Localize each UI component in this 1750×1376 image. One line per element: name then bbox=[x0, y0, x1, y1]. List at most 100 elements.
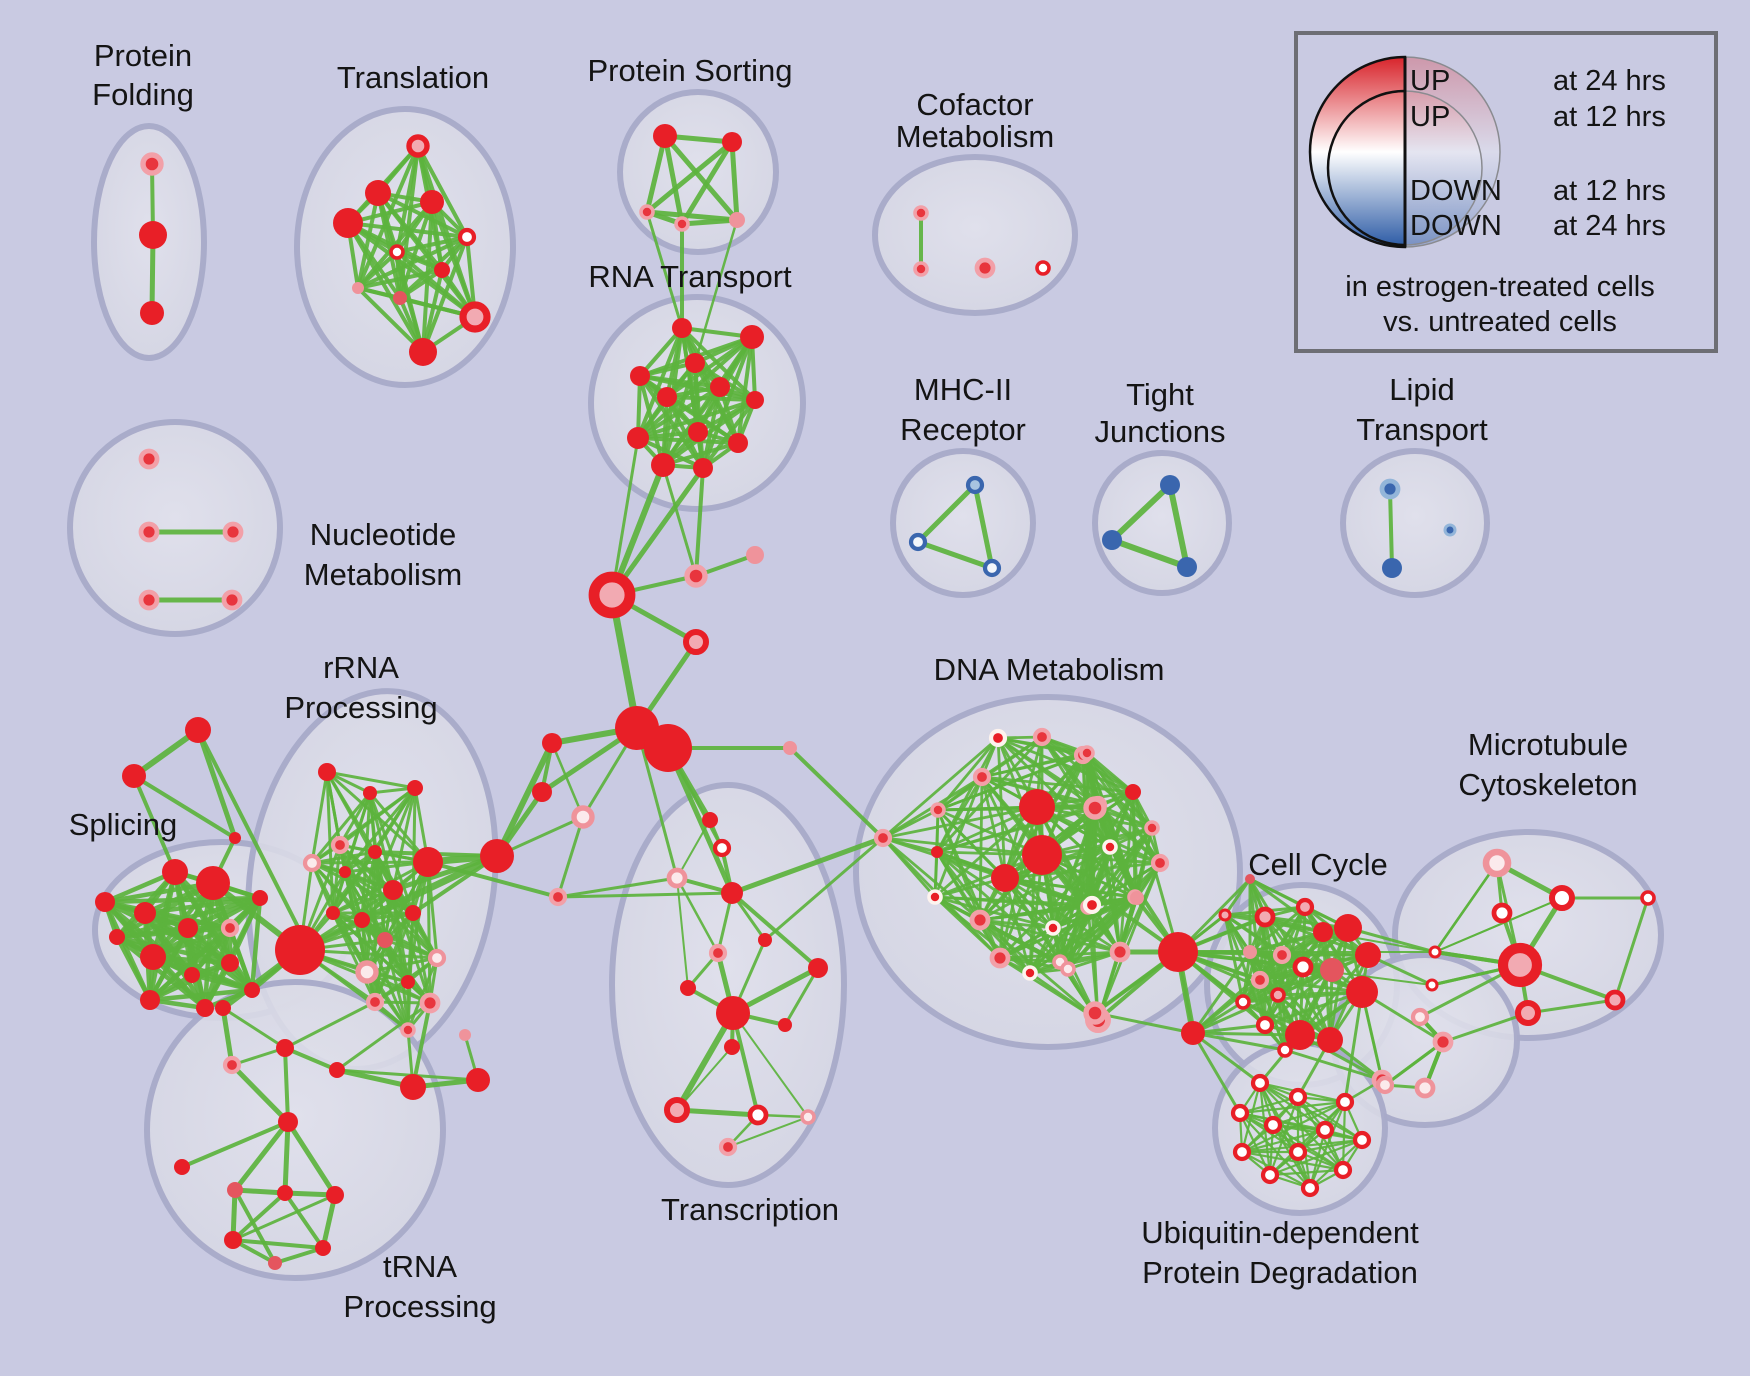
edge bbox=[356, 286, 425, 354]
gene-node bbox=[653, 124, 677, 148]
bridge-edge bbox=[283, 1000, 377, 1050]
edge bbox=[936, 808, 1007, 880]
edge bbox=[1240, 1128, 1327, 1154]
cluster-label-line: Tight bbox=[1126, 377, 1194, 412]
cluster-label-trna-processing: tRNA Processing bbox=[343, 1249, 496, 1324]
cluster-label-line: Transcription bbox=[661, 1192, 839, 1227]
gene-node bbox=[196, 999, 214, 1017]
gene-node bbox=[363, 786, 377, 800]
cluster-ellipse-tight-junctions bbox=[1092, 450, 1232, 596]
bridge-gene-node bbox=[571, 805, 595, 829]
gene-node bbox=[1019, 789, 1055, 825]
nodes-tight-junctions bbox=[1102, 475, 1197, 577]
edge bbox=[1238, 1095, 1300, 1115]
cluster-label-mhc-ii-receptor: MHC-II Receptor bbox=[900, 372, 1026, 447]
gene-node bbox=[268, 1256, 282, 1270]
edge bbox=[1085, 751, 1094, 907]
bridge-edge bbox=[411, 1001, 432, 1089]
edge bbox=[232, 1119, 291, 1193]
edge bbox=[1066, 896, 1139, 971]
gene-node bbox=[1230, 1103, 1250, 1123]
edge bbox=[221, 1006, 287, 1050]
edge bbox=[1298, 953, 1370, 1037]
bridge-edge bbox=[788, 746, 885, 840]
gene-node bbox=[1150, 853, 1170, 873]
gene-node bbox=[718, 1137, 738, 1157]
cluster-label-rrna-processing: rRNA Processing bbox=[284, 650, 437, 725]
gene-node bbox=[406, 134, 430, 158]
edge bbox=[881, 808, 940, 840]
gene-node bbox=[1255, 1015, 1275, 1035]
edge bbox=[935, 806, 1097, 854]
gene-node bbox=[702, 812, 718, 828]
bridge-edge bbox=[1441, 1011, 1530, 1044]
gene-node bbox=[1443, 523, 1457, 537]
edge bbox=[231, 1193, 337, 1242]
cluster-label-cell-cycle: Cell Cycle bbox=[1248, 847, 1388, 882]
gene-node bbox=[972, 767, 992, 787]
gene-node bbox=[1425, 978, 1439, 992]
gene-node bbox=[747, 1104, 769, 1126]
gene-node bbox=[627, 427, 649, 449]
edge bbox=[356, 268, 444, 290]
gene-node bbox=[222, 521, 244, 543]
bridge-edge bbox=[645, 210, 684, 330]
gene-node bbox=[215, 1000, 231, 1016]
edge bbox=[701, 398, 757, 470]
gene-node bbox=[1245, 874, 1255, 884]
edge bbox=[1028, 903, 1094, 975]
edge bbox=[1109, 482, 1173, 543]
gene-node bbox=[1102, 530, 1122, 550]
gene-node bbox=[969, 909, 991, 931]
gene-node bbox=[1125, 784, 1141, 800]
edges-lipid-transport bbox=[1388, 487, 1394, 570]
gene-node bbox=[672, 318, 692, 338]
gene-node bbox=[1144, 820, 1160, 836]
edge bbox=[383, 938, 439, 960]
gene-node bbox=[377, 932, 393, 948]
cluster-ellipse-lipid-transport bbox=[1340, 448, 1490, 598]
gene-node bbox=[220, 918, 240, 938]
edge bbox=[638, 374, 705, 470]
edge bbox=[310, 791, 372, 865]
gene-node bbox=[383, 880, 403, 900]
gene-node bbox=[1285, 1020, 1315, 1050]
edge bbox=[636, 436, 705, 470]
nodes-transcription bbox=[664, 812, 828, 1157]
cluster-label-line: Junctions bbox=[1095, 414, 1226, 449]
gene-node bbox=[1382, 558, 1402, 578]
gene-node bbox=[409, 338, 437, 366]
gene-node bbox=[1260, 1165, 1280, 1185]
bridge-gene-node bbox=[229, 832, 241, 844]
gene-node bbox=[400, 1074, 426, 1100]
gene-node bbox=[276, 1039, 294, 1057]
gene-node bbox=[354, 912, 370, 928]
legend-inner-circle-solid-half bbox=[1326, 89, 1407, 247]
bridge-gene-node bbox=[684, 564, 708, 588]
gene-node bbox=[724, 1039, 740, 1055]
nodes-rna-transport bbox=[627, 318, 764, 478]
cluster-label-line: Ubiquitin-dependent bbox=[1141, 1215, 1419, 1250]
cluster-label-line: MHC-II bbox=[914, 372, 1012, 407]
gene-node bbox=[140, 152, 164, 176]
edge bbox=[202, 895, 263, 1011]
cluster-label-line: Metabolism bbox=[304, 557, 463, 592]
gene-node bbox=[178, 918, 198, 938]
gene-node bbox=[808, 958, 828, 978]
edges-mhc-ii-receptor bbox=[915, 482, 995, 571]
edge bbox=[1238, 1111, 1312, 1190]
gene-node bbox=[174, 1159, 190, 1175]
gene-node bbox=[1482, 848, 1512, 878]
nodes-nucleotide-metabolism bbox=[138, 448, 244, 611]
bridge-edge bbox=[1433, 861, 1499, 954]
gene-node bbox=[729, 212, 745, 228]
edge bbox=[1298, 1033, 1384, 1082]
gene-node bbox=[140, 944, 166, 970]
gene-node bbox=[330, 835, 350, 855]
cluster-label-nucleotide-metabolism: Nucleotide Metabolism bbox=[304, 517, 463, 592]
cluster-label-line: rRNA bbox=[323, 650, 399, 685]
edge bbox=[644, 133, 668, 215]
bridge-edge bbox=[131, 727, 201, 779]
gene-node bbox=[138, 589, 160, 611]
